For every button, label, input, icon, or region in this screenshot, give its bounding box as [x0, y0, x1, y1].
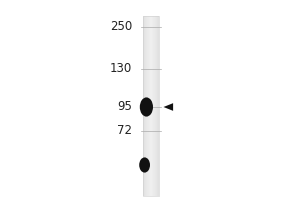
Polygon shape — [164, 103, 173, 111]
Bar — [154, 16, 155, 196]
Bar — [145, 16, 146, 196]
Bar — [147, 16, 148, 196]
Bar — [157, 16, 158, 196]
Bar — [156, 16, 157, 196]
Bar — [151, 16, 152, 196]
Text: 250: 250 — [110, 21, 132, 33]
Bar — [143, 16, 144, 196]
Text: 130: 130 — [110, 62, 132, 75]
Bar — [142, 16, 143, 196]
Bar — [146, 16, 147, 196]
Text: 95: 95 — [117, 100, 132, 114]
Ellipse shape — [140, 97, 153, 117]
Bar — [150, 16, 151, 196]
Bar — [144, 16, 145, 196]
Bar — [155, 16, 156, 196]
Ellipse shape — [139, 157, 150, 173]
Bar — [158, 16, 159, 196]
Bar — [149, 16, 150, 196]
Bar — [148, 16, 149, 196]
Bar — [142, 16, 159, 196]
Bar — [153, 16, 154, 196]
Bar — [152, 16, 153, 196]
Text: 72: 72 — [117, 124, 132, 138]
Bar — [154, 16, 155, 196]
